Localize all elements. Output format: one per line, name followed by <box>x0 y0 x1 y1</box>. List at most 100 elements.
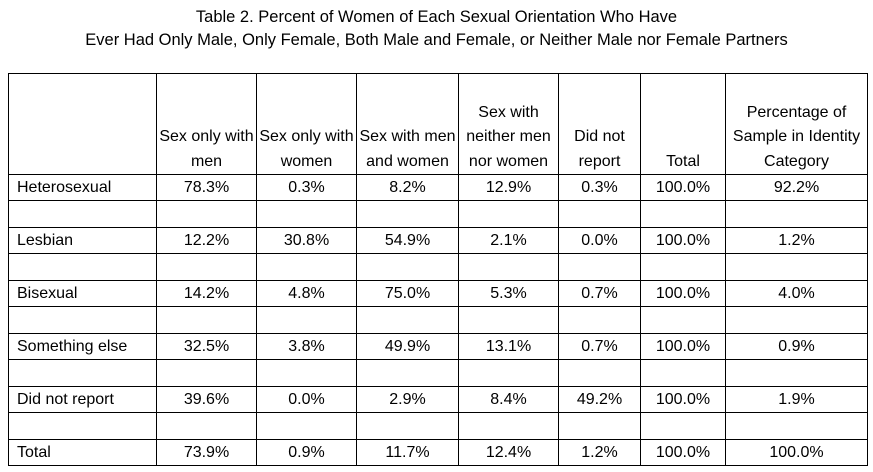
empty-cell <box>640 306 726 334</box>
data-table: Sex only with men Sex only with women Sex … <box>8 73 868 466</box>
table-cell: 100.0% <box>640 386 726 413</box>
empty-cell <box>156 200 257 228</box>
table-cell: 14.2% <box>156 280 257 307</box>
empty-cell <box>725 253 868 281</box>
table-cell: 8.2% <box>356 174 459 201</box>
table-cell: 2.9% <box>356 386 459 413</box>
empty-cell <box>8 359 157 387</box>
table-cell: 3.8% <box>256 333 357 360</box>
table-cell: 8.4% <box>458 386 559 413</box>
column-header: Total <box>640 73 726 175</box>
caption-line-1: Table 2. Percent of Women of Each Sexual… <box>195 8 678 26</box>
row-label: Lesbian <box>8 227 157 254</box>
empty-cell <box>156 359 257 387</box>
table-caption: Table 2. Percent of Women of Each Sexual… <box>0 6 873 52</box>
table-cell: 4.8% <box>256 280 357 307</box>
column-header: Did not report <box>558 73 641 175</box>
empty-cell <box>8 306 157 334</box>
spacer-row <box>8 412 868 440</box>
table-cell: 92.2% <box>725 174 868 201</box>
spacer-row <box>8 306 868 334</box>
table-cell: 75.0% <box>356 280 459 307</box>
table-cell: 2.1% <box>458 227 559 254</box>
empty-cell <box>156 412 257 440</box>
table-row: Something else 32.5% 3.8% 49.9% 13.1% 0.7% 100… <box>8 333 868 360</box>
empty-cell <box>356 359 459 387</box>
column-header: Sex with men and women <box>356 73 459 175</box>
empty-cell <box>725 359 868 387</box>
empty-cell <box>458 359 559 387</box>
table-cell: 32.5% <box>156 333 257 360</box>
empty-cell <box>356 412 459 440</box>
empty-cell <box>256 306 357 334</box>
table-row: Heterosexual 78.3% 0.3% 8.2% 12.9% 0.3% 100.0%… <box>8 174 868 201</box>
column-header: Percentage of Sample in Identity Categor… <box>725 73 868 175</box>
empty-cell <box>8 253 157 281</box>
table-cell: 12.9% <box>458 174 559 201</box>
table-cell: 0.9% <box>256 439 357 466</box>
table-cell: 11.7% <box>356 439 459 466</box>
column-header: Sex only with women <box>256 73 357 175</box>
table-cell: 5.3% <box>458 280 559 307</box>
empty-cell <box>640 359 726 387</box>
table-cell: 73.9% <box>156 439 257 466</box>
table-cell: 0.0% <box>558 227 641 254</box>
table-cell: 100.0% <box>640 227 726 254</box>
table-cell: 0.0% <box>256 386 357 413</box>
empty-cell <box>256 200 357 228</box>
spacer-row <box>8 200 868 228</box>
table-row: Bisexual 14.2% 4.8% 75.0% 5.3% 0.7% 100.0% 4.0% <box>8 280 868 307</box>
empty-cell <box>458 306 559 334</box>
table-cell: 0.7% <box>558 333 641 360</box>
table-cell: 1.9% <box>725 386 868 413</box>
empty-cell <box>256 359 357 387</box>
table-cell: 1.2% <box>725 227 868 254</box>
table-row: Lesbian 12.2% 30.8% 54.9% 2.1% 0.0% 100.0% 1.2% <box>8 227 868 254</box>
table-cell: 54.9% <box>356 227 459 254</box>
column-header: Sex with neither men nor women <box>458 73 559 175</box>
table-cell: 100.0% <box>725 439 868 466</box>
table-cell: 0.3% <box>256 174 357 201</box>
empty-cell <box>8 200 157 228</box>
table-cell: 1.2% <box>558 439 641 466</box>
column-header: Sex only with men <box>156 73 257 175</box>
table-cell: 78.3% <box>156 174 257 201</box>
empty-cell <box>558 306 641 334</box>
row-label: Did not report <box>8 386 157 413</box>
empty-cell <box>640 253 726 281</box>
empty-cell <box>8 412 157 440</box>
table-cell: 49.9% <box>356 333 459 360</box>
header-corner-cell <box>8 73 157 175</box>
header-row: Sex only with men Sex only with women Sex … <box>8 73 868 175</box>
table-cell: 12.4% <box>458 439 559 466</box>
empty-cell <box>256 412 357 440</box>
empty-cell <box>725 200 868 228</box>
empty-cell <box>458 412 559 440</box>
table-row: Total 73.9% 0.9% 11.7% 12.4% 1.2% 100.0% 100.0% <box>8 439 868 466</box>
empty-cell <box>725 412 868 440</box>
empty-cell <box>458 253 559 281</box>
empty-cell <box>558 359 641 387</box>
table-cell: 12.2% <box>156 227 257 254</box>
table-cell: 0.9% <box>725 333 868 360</box>
empty-cell <box>156 253 257 281</box>
empty-cell <box>558 200 641 228</box>
table-cell: 100.0% <box>640 174 726 201</box>
row-label: Something else <box>8 333 157 360</box>
empty-cell <box>256 253 357 281</box>
empty-cell <box>725 306 868 334</box>
table-cell: 4.0% <box>725 280 868 307</box>
empty-cell <box>356 253 459 281</box>
table-cell: 13.1% <box>458 333 559 360</box>
table-cell: 100.0% <box>640 439 726 466</box>
table-cell: 30.8% <box>256 227 357 254</box>
empty-cell <box>458 200 559 228</box>
table-cell: 0.3% <box>558 174 641 201</box>
table-cell: 39.6% <box>156 386 257 413</box>
empty-cell <box>356 306 459 334</box>
empty-cell <box>640 412 726 440</box>
empty-cell <box>558 253 641 281</box>
row-label: Bisexual <box>8 280 157 307</box>
table-body: Heterosexual 78.3% 0.3% 8.2% 12.9% 0.3% 100.0%… <box>8 174 868 466</box>
table-cell: 100.0% <box>640 333 726 360</box>
